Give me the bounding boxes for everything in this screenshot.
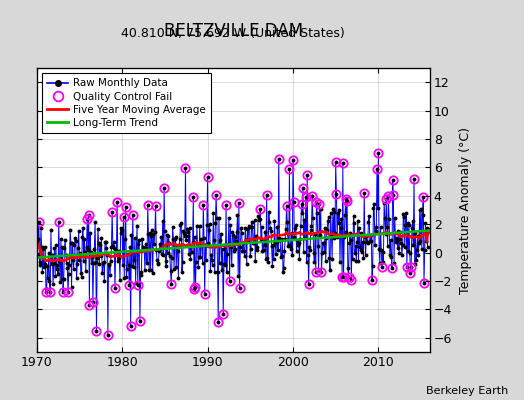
Text: BELTZVILLE DAM: BELTZVILLE DAM [163, 22, 303, 40]
Text: Berkeley Earth: Berkeley Earth [426, 386, 508, 396]
Legend: Raw Monthly Data, Quality Control Fail, Five Year Moving Average, Long-Term Tren: Raw Monthly Data, Quality Control Fail, … [42, 73, 211, 133]
Y-axis label: Temperature Anomaly (°C): Temperature Anomaly (°C) [459, 126, 472, 294]
Title: 40.810 N, 75.692 W (United States): 40.810 N, 75.692 W (United States) [121, 28, 345, 40]
